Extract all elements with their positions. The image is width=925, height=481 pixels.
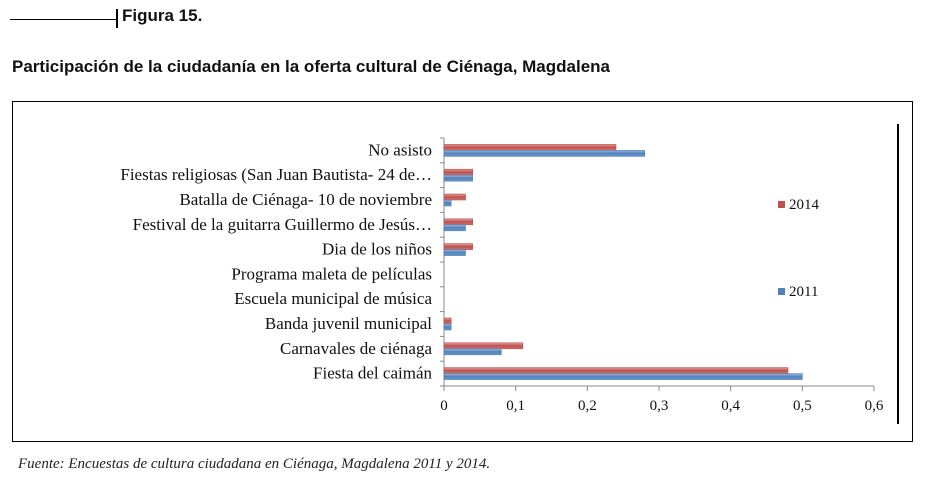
figure-title: Participación de la ciudadanía en la ofe…: [12, 57, 611, 76]
category-label: Dia de los niños: [322, 240, 432, 259]
legend-label-2014: 2014: [789, 197, 820, 213]
bar-2011: [443, 323, 452, 331]
bar-2011: [443, 150, 645, 157]
x-tick-label: 0,2: [578, 398, 597, 414]
category-label: Escuela municipal de música: [234, 289, 432, 308]
category-label: Festival de la guitarra Guillermo de Jes…: [133, 215, 432, 234]
bar-2014: [443, 144, 617, 151]
category-label: Batalla de Ciénaga- 10 de noviembre: [179, 190, 432, 209]
figure-label: Figura 15.: [122, 6, 203, 25]
category-label: Carnavales de ciénaga: [280, 339, 432, 358]
x-tick-label: 0: [440, 398, 448, 414]
category-label: Fiestas religiosas (San Juan Bautista- 2…: [120, 165, 432, 184]
x-tick-label: 0,6: [865, 398, 884, 414]
bar-2011: [443, 174, 473, 182]
x-tick-label: 0,1: [506, 398, 525, 414]
bar-2011: [443, 373, 803, 380]
category-label: Banda juvenil municipal: [265, 314, 432, 333]
x-tick-label: 0,3: [650, 398, 669, 414]
bar-2011: [443, 249, 466, 256]
x-tick-label: 0,4: [721, 398, 740, 414]
figure-source: Fuente: Encuestas de cultura ciudadana e…: [18, 456, 491, 472]
figure-rule: [10, 19, 116, 20]
bar-2014: [443, 317, 452, 325]
bar-2014: [443, 218, 473, 226]
legend-swatch-2014: [778, 201, 785, 208]
legend-swatch-2011: [778, 288, 785, 295]
bar-2014: [443, 193, 466, 201]
bar-2014: [443, 243, 473, 250]
bar-2011: [443, 348, 502, 356]
chart-frame: 0 0,1 0,2 0,3 0,4 0,5 0,6 No asisto Fiestas reli…: [12, 101, 913, 442]
category-label: Fiesta del caimán: [313, 364, 432, 383]
bar-2014: [443, 367, 789, 374]
bar-2011: [443, 199, 452, 207]
x-tick-label: 0,5: [793, 398, 812, 414]
bar-chart: 0 0,1 0,2 0,3 0,4 0,5 0,6 No asisto Fiestas reli…: [120, 124, 899, 424]
category-label: No asisto: [368, 140, 432, 159]
bar-2014: [443, 342, 524, 350]
bar-2011: [443, 224, 466, 232]
category-label: Programa maleta de películas: [231, 264, 432, 283]
legend-label-2011: 2011: [789, 284, 818, 300]
figure-rule-tick: [116, 9, 118, 28]
bar-2014: [443, 168, 473, 176]
